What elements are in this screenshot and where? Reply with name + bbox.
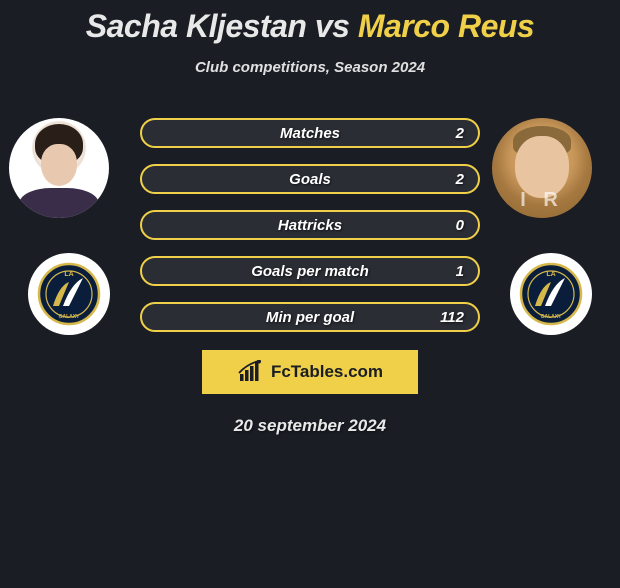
stat-label: Goals bbox=[289, 171, 331, 188]
stat-row: Goals per match 1 bbox=[140, 256, 480, 286]
stat-row: Goals 2 bbox=[140, 164, 480, 194]
subtitle: Club competitions, Season 2024 bbox=[0, 59, 620, 76]
svg-text:LA: LA bbox=[64, 271, 73, 278]
player1-name: Sacha Kljestan bbox=[86, 8, 307, 44]
stat-right-value: 2 bbox=[456, 125, 464, 142]
stat-label: Goals per match bbox=[251, 263, 369, 280]
la-galaxy-crest-icon: LA GALAXY bbox=[37, 262, 101, 326]
content-area: I R LA GALAXY LA GALAXY Matches 2 bbox=[0, 118, 620, 436]
stat-label: Matches bbox=[280, 125, 340, 142]
date-text: 20 september 2024 bbox=[0, 416, 620, 436]
svg-text:GALAXY: GALAXY bbox=[541, 314, 563, 320]
vs-text: vs bbox=[315, 8, 350, 44]
stat-right-value: 1 bbox=[456, 263, 464, 280]
source-logo: FcTables.com bbox=[202, 350, 418, 394]
comparison-title: Sacha Kljestan vs Marco Reus bbox=[0, 8, 620, 45]
player1-team-badge: LA GALAXY bbox=[28, 253, 110, 335]
player1-avatar bbox=[9, 118, 109, 218]
player2-name: Marco Reus bbox=[358, 8, 534, 44]
source-logo-text: FcTables.com bbox=[271, 362, 383, 382]
bars-chart-icon bbox=[237, 360, 265, 384]
stat-label: Hattricks bbox=[278, 217, 342, 234]
stat-right-value: 2 bbox=[456, 171, 464, 188]
stat-row: Min per goal 112 bbox=[140, 302, 480, 332]
stat-row: Hattricks 0 bbox=[140, 210, 480, 240]
player2-avatar: I R bbox=[492, 118, 592, 218]
stat-row: Matches 2 bbox=[140, 118, 480, 148]
la-galaxy-crest-icon: LA GALAXY bbox=[519, 262, 583, 326]
stats-list: Matches 2 Goals 2 Hattricks 0 Goals per … bbox=[140, 118, 480, 332]
stat-label: Min per goal bbox=[266, 309, 354, 326]
player2-avatar-overlay: I R bbox=[520, 189, 564, 212]
svg-text:LA: LA bbox=[546, 271, 555, 278]
player2-team-badge: LA GALAXY bbox=[510, 253, 592, 335]
svg-text:GALAXY: GALAXY bbox=[59, 314, 81, 320]
stat-right-value: 0 bbox=[456, 217, 464, 234]
stat-right-value: 112 bbox=[440, 309, 464, 326]
